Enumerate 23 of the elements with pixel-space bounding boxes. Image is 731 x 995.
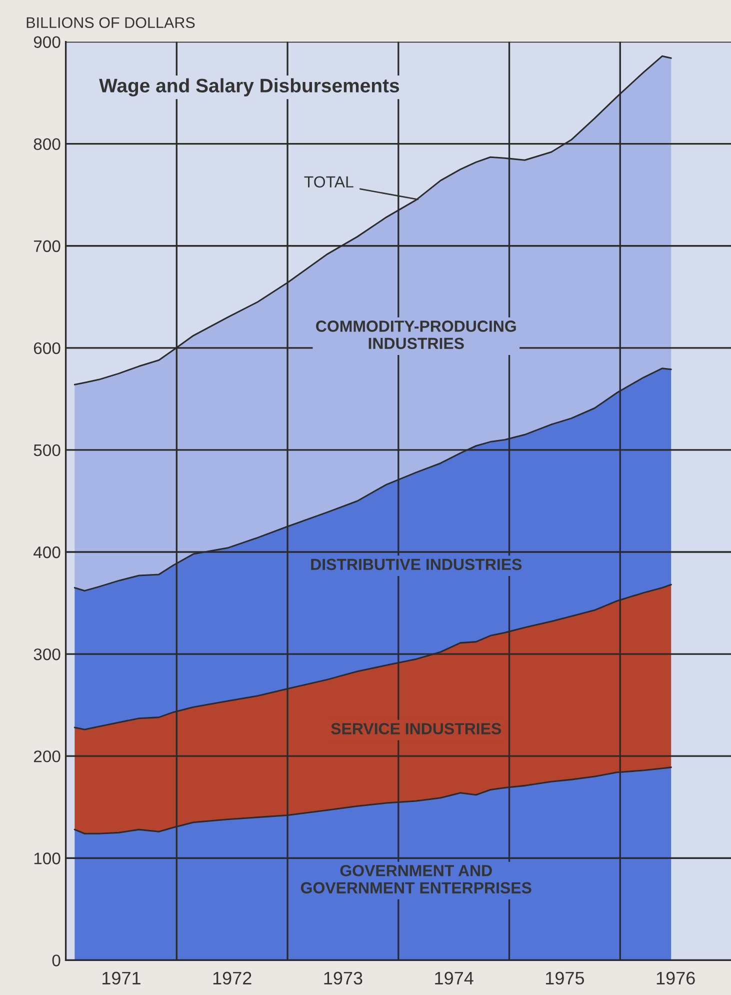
y-tick-label: 0 [52,954,60,966]
y-tick-label: 500 [34,444,60,456]
x-tick-label: 1974 [435,972,474,985]
y-tick-label: 600 [34,342,60,354]
series-label: COMMODITY-PRODUCING INDUSTRIES [316,320,516,350]
y-tick-label: 800 [34,138,60,150]
text: Wage and Salary Disbursements [99,78,400,96]
x-tick-label: 1972 [213,972,252,985]
y-tick-label: 400 [34,546,60,558]
series-label: GOVERNMENT AND GOVERNMENT ENTERPRISES [300,864,532,894]
y-tick-label: 100 [34,852,60,864]
x-tick-label: 1975 [546,972,584,985]
y-tick-label: 300 [34,648,60,660]
y-tick-label: 900 [34,36,60,48]
y-tick-label: 200 [34,750,60,762]
y-tick-label: 700 [34,240,60,252]
x-tick-label: 1971 [102,972,140,985]
x-tick-label: 1973 [324,972,362,985]
series-label: DISTRIBUTIVE INDUSTRIES [311,558,522,570]
x-tick-label: 1976 [656,972,695,985]
annotation: TOTAL [304,176,354,188]
series-label: SERVICE INDUSTRIES [331,723,502,734]
y-axis-title: BILLIONS OF DOLLARS [26,17,195,28]
